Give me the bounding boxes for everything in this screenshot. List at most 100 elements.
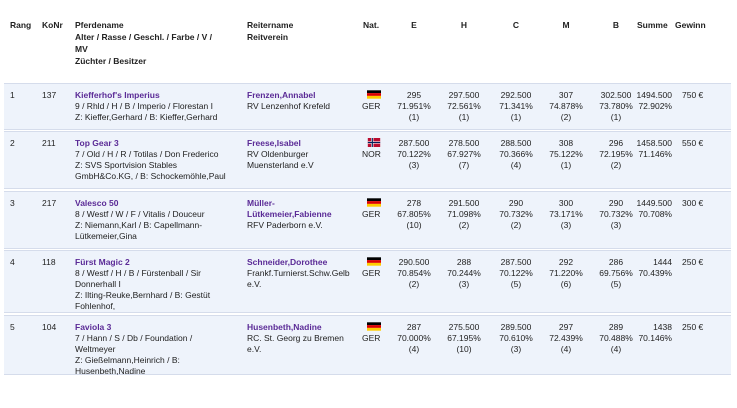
prize: 250 € — [682, 322, 704, 332]
rider-name: Frenzen,Annabel — [247, 90, 316, 100]
score-percent: 73.171% — [549, 209, 583, 219]
total-points: 1494.500 — [636, 90, 672, 100]
konr: 211 — [42, 138, 56, 148]
header-judge: H — [460, 20, 468, 30]
prize: 550 € — [682, 138, 704, 148]
score-points: 287.500 — [500, 257, 532, 267]
score-place: (1) — [560, 160, 572, 170]
konr: 104 — [42, 322, 57, 332]
score-percent: 67.805% — [397, 209, 431, 219]
horse-info: Lütkemeier,Gina — [75, 231, 137, 241]
score-percent: 70.244% — [447, 268, 481, 278]
total-percent: 71.146% — [638, 149, 672, 159]
score-percent: 70.122% — [397, 149, 431, 159]
score-place: (10) — [406, 220, 422, 230]
score-place: (2) — [408, 279, 420, 289]
score-percent: 70.732% — [599, 209, 633, 219]
score-place: (3) — [560, 220, 572, 230]
score-points: 278 — [406, 198, 422, 208]
rider-name: Husenbeth,Nadine — [247, 322, 322, 332]
total-points: 1458.500 — [636, 138, 672, 148]
horse-name: Top Gear 3 — [75, 138, 119, 148]
total-percent: 70.439% — [638, 268, 672, 278]
header-judge: E — [411, 20, 417, 30]
club: RV Oldenburger — [247, 149, 309, 159]
score-place: (3) — [458, 279, 470, 289]
score-points: 297 — [558, 322, 574, 332]
header-horse: Pferdename — [75, 20, 124, 30]
rider-name: Lütkemeier,Fabienne — [247, 209, 332, 219]
rider-name: Müller- — [247, 198, 275, 208]
nat: GER — [362, 268, 381, 278]
score-place: (3) — [610, 220, 622, 230]
header-horse: Züchter / Besitzer — [75, 56, 147, 66]
nat: NOR — [362, 149, 381, 159]
horse-info: GmbH&Co.KG, / B: Schockemöhle,Paul — [75, 171, 226, 181]
score-place: (1) — [610, 112, 622, 122]
konr: 118 — [42, 257, 56, 267]
score-place: (2) — [610, 160, 622, 170]
club: e.V. — [247, 279, 262, 289]
rider-name: Freese,Isabel — [247, 138, 301, 148]
score-percent: 75.122% — [549, 149, 583, 159]
score-percent: 70.488% — [599, 333, 633, 343]
horse-info: 7 / Old / H / R / Totilas / Don Frederic… — [75, 149, 219, 159]
prize: 300 € — [682, 198, 704, 208]
score-points: 308 — [558, 138, 574, 148]
result-row: 3 217 Valesco 50 8 / Westf / W / F / Vitali… — [4, 191, 731, 249]
score-place: (4) — [610, 344, 622, 354]
horse-name: Fürst Magic 2 — [75, 257, 130, 267]
score-place: (10) — [456, 344, 472, 354]
score-place: (4) — [560, 344, 572, 354]
score-points: 287 — [406, 322, 422, 332]
horse-info: Donnerhall I — [75, 279, 121, 289]
header-rank: Rang — [10, 20, 32, 30]
score-points: 288 — [456, 257, 472, 267]
club: RFV Paderborn e.V. — [247, 220, 323, 230]
score-points: 290.500 — [398, 257, 430, 267]
header-rider: Reitername — [247, 20, 294, 30]
score-percent: 69.756% — [599, 268, 633, 278]
horse-info: Z: SVS Sportvision Stables — [75, 160, 178, 170]
total-percent: 70.708% — [638, 209, 672, 219]
score-points: 290 — [508, 198, 524, 208]
score-points: 278.500 — [448, 138, 480, 148]
flag — [367, 138, 381, 147]
score-points: 302.500 — [600, 90, 632, 100]
header-rider: Reitverein — [247, 32, 289, 42]
horse-info: Fohlenhof, — [75, 301, 116, 311]
score-points: 275.500 — [448, 322, 480, 332]
score-points: 287.500 — [398, 138, 430, 148]
header-judge: B — [612, 20, 620, 30]
score-points: 290 — [608, 198, 624, 208]
horse-info: 8 / Westf / W / F / Vitalis / Douceur — [75, 209, 205, 219]
club: e.V. — [247, 344, 262, 354]
score-percent: 72.439% — [549, 333, 583, 343]
total-points: 1444 — [653, 257, 672, 267]
score-percent: 67.927% — [447, 149, 481, 159]
club: Frankf.Turnierst.Schw.Gelb — [247, 268, 350, 278]
score-percent: 74.878% — [549, 101, 583, 111]
horse-info: 8 / Westf / H / B / Fürstenball / Sir — [75, 268, 201, 278]
header-konr: KoNr — [42, 20, 63, 30]
horse-info: Z: Ilting-Reuke,Bernhard / B: Gestüt — [75, 290, 211, 300]
konr: 137 — [42, 90, 57, 100]
score-place: (2) — [560, 112, 572, 122]
score-percent: 72.561% — [447, 101, 481, 111]
header-judge: M — [562, 20, 570, 30]
rank: 3 — [10, 198, 15, 208]
score-place: (5) — [610, 279, 622, 289]
club: Muensterland e.V — [247, 160, 314, 170]
score-percent: 70.366% — [499, 149, 533, 159]
score-percent: 70.732% — [499, 209, 533, 219]
total-points: 1438 — [653, 322, 672, 332]
header-total: Summe — [637, 20, 668, 30]
score-percent: 71.098% — [447, 209, 481, 219]
horse-info: Z: Niemann,Karl / B: Capellmann- — [75, 220, 203, 230]
header-prize: Gewinn — [675, 20, 706, 30]
score-place: (3) — [408, 160, 420, 170]
flag — [367, 322, 381, 331]
score-percent: 71.341% — [499, 101, 533, 111]
konr: 217 — [42, 198, 57, 208]
